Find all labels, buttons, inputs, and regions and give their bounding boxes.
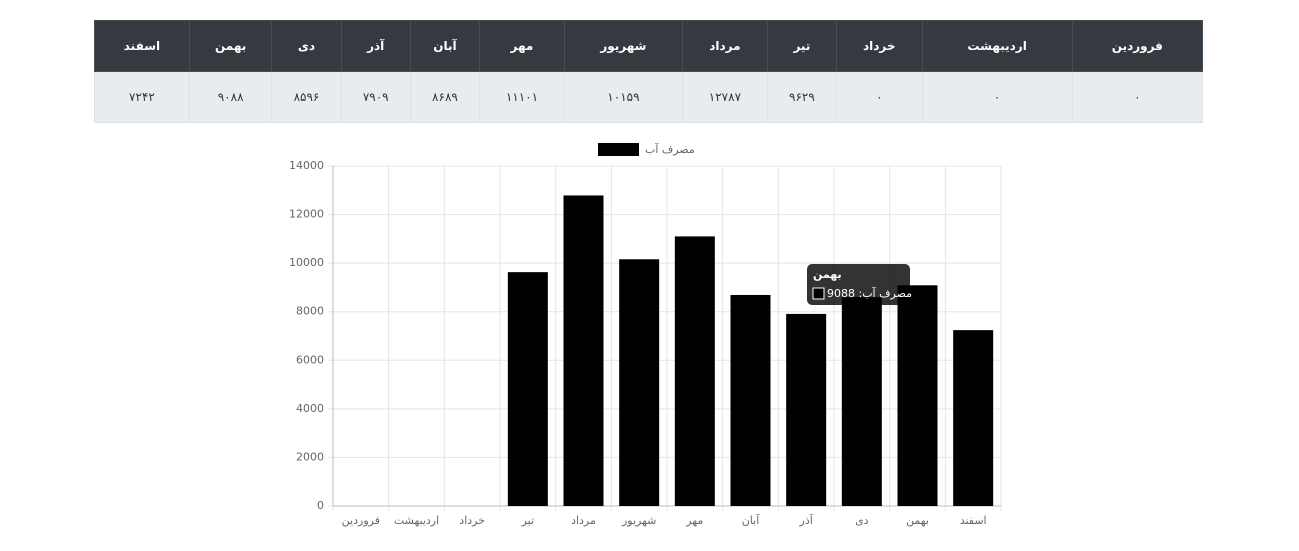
x-tick-label: آذر — [799, 513, 814, 527]
x-tick-label: آبان — [742, 513, 760, 527]
table-header: دی — [271, 20, 342, 72]
bar — [897, 285, 938, 506]
x-tick-label: مهر — [685, 514, 703, 527]
table-header: مهر — [479, 20, 565, 72]
bar — [619, 259, 660, 506]
table-header: آبان — [409, 20, 481, 72]
table-cell: ۹۶۲۹ — [766, 71, 838, 123]
y-tick-label: 6000 — [296, 353, 324, 366]
legend-label: مصرف آب — [645, 142, 695, 156]
table-cell: ۰ — [836, 71, 923, 123]
tooltip-title: بهمن — [813, 268, 842, 281]
x-tick-label: اردیبهشت — [394, 514, 439, 527]
y-tick-label: 14000 — [289, 159, 324, 172]
bar — [953, 330, 994, 506]
bar — [786, 313, 827, 506]
table-cell: ۰ — [921, 71, 1073, 123]
table-cell: ۸۶۸۹ — [409, 71, 481, 123]
bar — [674, 236, 715, 506]
bar — [730, 294, 771, 506]
table-header: شهریور — [563, 20, 684, 72]
table-cell: ۷۲۴۲ — [94, 71, 190, 123]
table-header: بهمن — [188, 20, 273, 72]
bar — [841, 297, 882, 506]
y-tick-label: 0 — [317, 499, 324, 512]
table-header: فروردین — [1071, 20, 1204, 72]
table-header: اسفند — [94, 20, 190, 72]
table-header: اردیبهشت — [921, 20, 1073, 72]
x-tick-label: دی — [855, 514, 869, 527]
x-tick-label: شهریور — [621, 514, 656, 527]
table-cell: ۷۹۰۹ — [340, 71, 411, 123]
legend-swatch — [598, 143, 639, 156]
x-tick-label: مرداد — [571, 514, 596, 527]
tooltip-label: مصرف آب: 9088 — [827, 286, 912, 300]
x-tick-label: تیر — [521, 514, 534, 527]
bar — [507, 272, 548, 506]
table-header: مرداد — [682, 20, 768, 72]
table-cell: ۹۰۸۸ — [188, 71, 273, 123]
x-tick-label: خرداد — [459, 514, 485, 527]
table-cell: ۰ — [1071, 71, 1204, 123]
tooltip: بهمن مصرف آب: 9088 — [807, 264, 912, 305]
table-header: تیر — [766, 20, 838, 72]
y-tick-label: 10000 — [289, 256, 324, 269]
table-cell: ۱۲۷۸۷ — [682, 71, 768, 123]
tooltip-box — [807, 264, 910, 305]
y-tick-label: 8000 — [296, 305, 324, 318]
data-table: فروردین اردیبهشت خرداد تیر مرداد شهریور مهر آبا… — [94, 20, 1204, 123]
y-tick-label: 2000 — [296, 450, 324, 463]
x-tick-label: فروردین — [342, 514, 380, 527]
y-tick-label: 12000 — [289, 208, 324, 221]
table-cell: ۱۰۱۵۹ — [563, 71, 684, 123]
table-cell: ۸۵۹۶ — [271, 71, 342, 123]
table-cell: ۱۱۱۰۱ — [479, 71, 565, 123]
table-header: آذر — [340, 20, 411, 72]
tooltip-swatch — [812, 287, 825, 300]
y-tick-label: 4000 — [296, 402, 324, 415]
bar — [563, 195, 604, 507]
table-row: ۰ ۰ ۰ ۹۶۲۹ ۱۲۷۸۷ ۱۰۱۵۹ ۱۱۱۰۱ ۸۶۸۹ ۷۹۰۹ ۸۵۹۶ ۹۰۸۸ ۷۲… — [94, 71, 1204, 123]
x-tick-label: بهمن — [906, 514, 929, 527]
x-tick-label: اسفند — [960, 514, 987, 527]
